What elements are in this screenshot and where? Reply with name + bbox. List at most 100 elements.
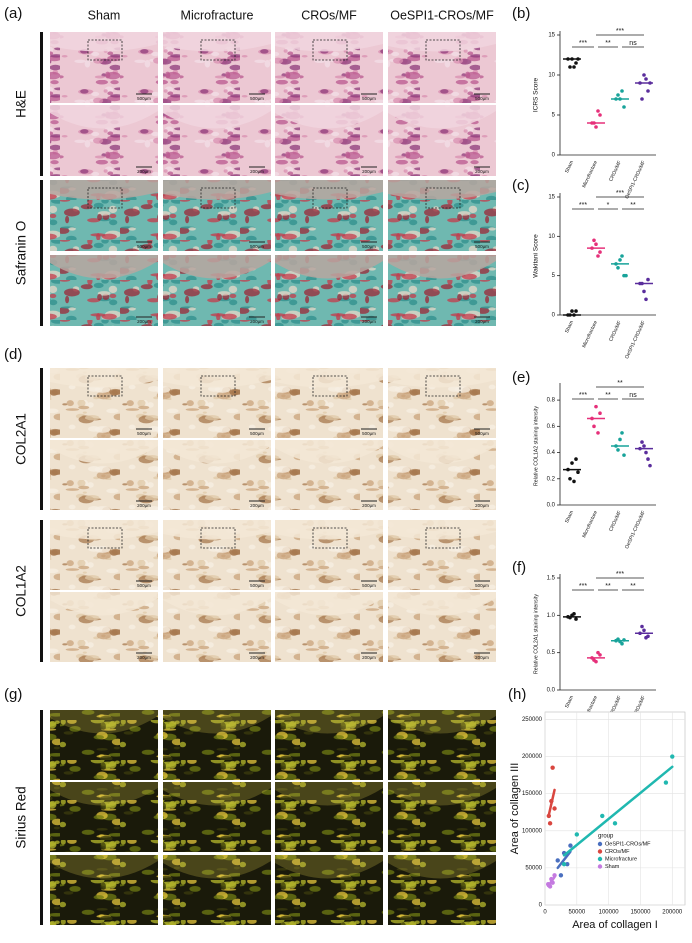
zoom-box <box>200 375 236 397</box>
histology-image <box>275 782 383 852</box>
zoom-box <box>425 375 461 397</box>
zoom-box <box>312 375 348 397</box>
data-point <box>644 635 648 640</box>
data-point <box>596 650 600 655</box>
legend-label: Sham <box>605 864 620 870</box>
y-axis-label: ICRS Score <box>533 77 540 112</box>
data-point <box>570 461 574 465</box>
panel-label: (h) <box>508 686 526 703</box>
scale-label: 500μm <box>362 244 376 249</box>
panel-label: (a) <box>4 5 22 22</box>
data-point <box>640 624 644 629</box>
data-point <box>552 806 557 811</box>
data-point <box>549 798 554 804</box>
data-point <box>598 411 602 416</box>
x-tick-label: OeSPI1-CROs/MF <box>624 160 647 200</box>
cartilage-layer <box>50 368 158 388</box>
scale-label: 500μm <box>137 244 151 249</box>
zoom-box <box>200 187 236 209</box>
panel-label: (g) <box>4 686 22 703</box>
data-point <box>640 440 644 444</box>
data-point <box>594 125 598 129</box>
data-point <box>596 109 600 113</box>
data-point <box>622 453 626 457</box>
cartilage-layer <box>275 520 383 540</box>
row-bar <box>40 180 43 326</box>
histology-image <box>388 855 496 925</box>
zoom-box <box>312 527 348 549</box>
scale-label: 200μm <box>250 655 264 660</box>
histology-image <box>50 710 158 780</box>
scale-label: 500μm <box>137 96 151 101</box>
cartilage-layer <box>388 782 496 806</box>
y-tick-label: 1.0 <box>547 613 556 619</box>
histology-image <box>275 710 383 780</box>
fit-line <box>556 850 572 870</box>
cartilage-layer <box>163 520 271 540</box>
data-point <box>568 843 573 848</box>
zoom-box <box>87 375 123 397</box>
row-label: COL2A1 <box>14 413 29 465</box>
data-point <box>594 242 598 246</box>
scale-label: 500μm <box>475 96 489 101</box>
significance-label: *** <box>579 583 587 590</box>
significance-label: ** <box>617 380 623 387</box>
y-axis-label: Relative COL2A1 staining intensity <box>533 594 539 674</box>
cartilage-layer <box>388 180 496 200</box>
data-point <box>549 876 554 882</box>
zoom-box <box>425 527 461 549</box>
scale-label: 200μm <box>362 503 376 508</box>
x-tick-label: Sham <box>564 320 575 334</box>
x-tick-label: Microfracture <box>581 160 599 189</box>
cartilage-layer <box>50 592 158 616</box>
data-point <box>574 457 578 461</box>
data-point <box>644 450 648 455</box>
scale-label: 200μm <box>137 503 151 508</box>
cartilage-layer <box>388 520 496 540</box>
fit-line <box>562 765 674 857</box>
cartilage-layer <box>50 710 158 734</box>
zoom-box <box>87 187 123 209</box>
data-point <box>568 476 572 481</box>
data-point <box>622 105 626 109</box>
data-point <box>646 457 650 461</box>
data-point <box>594 404 598 409</box>
zoom-box <box>200 39 236 61</box>
y-axis-label: Wakitani Score <box>533 234 540 278</box>
y-tick-label: 100000 <box>522 828 543 834</box>
data-point <box>550 765 555 770</box>
zoom-box <box>200 527 236 549</box>
x-tick-label: Microfracture <box>581 510 599 539</box>
data-point <box>572 612 576 616</box>
significance-label: *** <box>616 28 624 35</box>
scale-label: 200μm <box>362 319 376 324</box>
scale-label: 200μm <box>137 319 151 324</box>
scale-label: 200μm <box>475 319 489 324</box>
data-point <box>616 448 620 452</box>
data-point <box>550 880 555 885</box>
data-point <box>620 89 624 93</box>
y-tick-label: 200000 <box>522 754 543 760</box>
y-tick-label: 50000 <box>525 865 542 871</box>
histology-image <box>163 855 271 925</box>
cartilage-layer <box>50 520 158 540</box>
data-point <box>574 832 580 837</box>
cartilage-layer <box>163 105 271 129</box>
data-point <box>547 821 553 826</box>
zoom-box <box>425 39 461 61</box>
scale-label: 500μm <box>250 431 264 436</box>
row-bar <box>40 710 43 925</box>
cartilage-layer <box>275 368 383 388</box>
cartilage-layer <box>275 105 383 129</box>
data-point <box>552 873 557 878</box>
row-label: H&E <box>14 90 29 118</box>
significance-label: *** <box>579 392 587 399</box>
y-tick-label: 0.4 <box>547 450 556 456</box>
data-point <box>565 861 570 867</box>
x-tick-label: Sham <box>564 695 575 709</box>
data-point <box>572 65 576 69</box>
zoom-box <box>312 39 348 61</box>
scale-label: 200μm <box>475 655 489 660</box>
scale-label: 200μm <box>250 319 264 324</box>
